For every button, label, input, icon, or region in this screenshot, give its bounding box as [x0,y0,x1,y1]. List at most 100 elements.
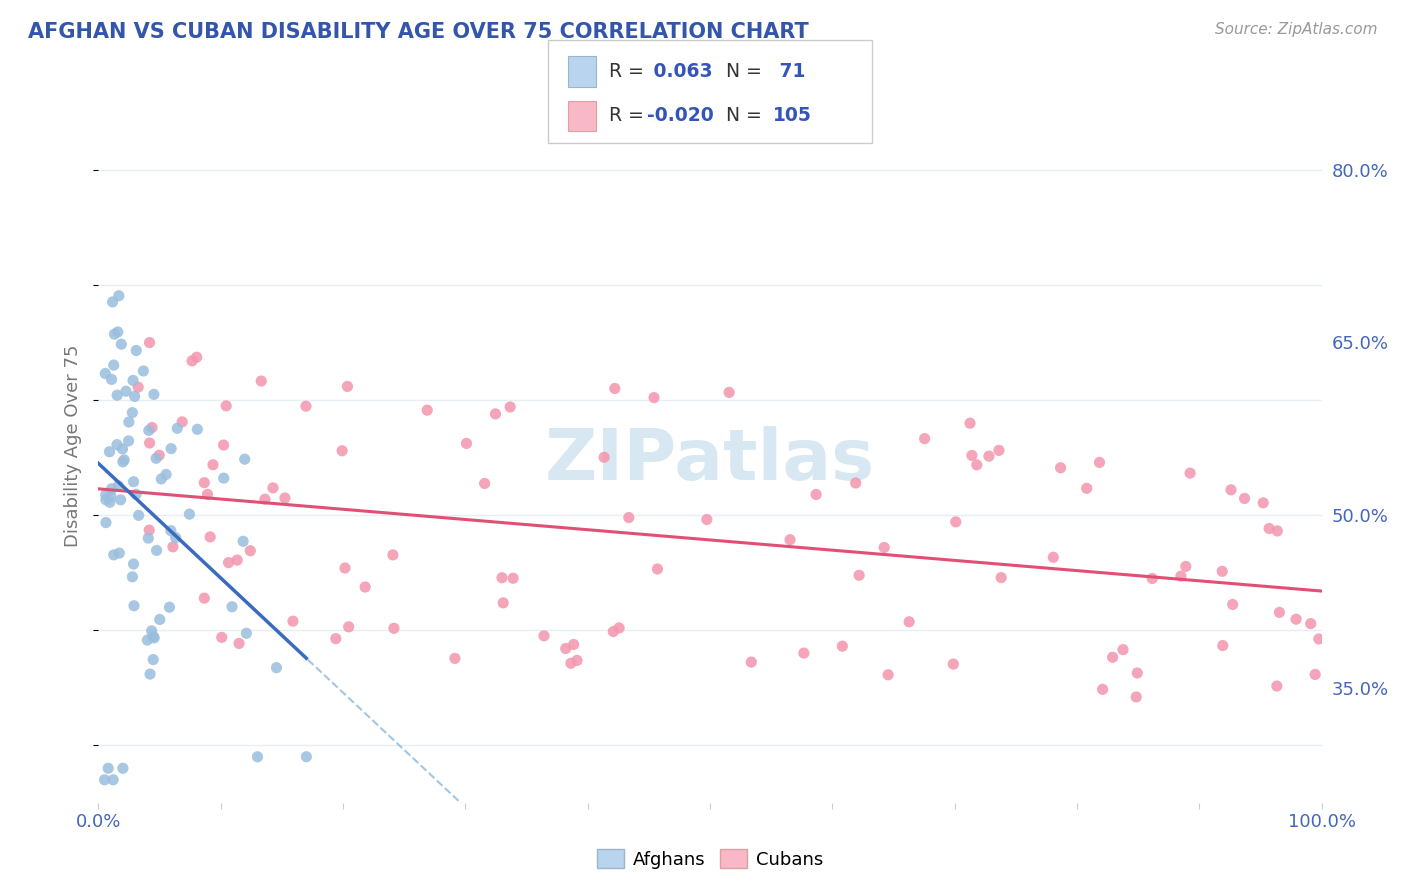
Point [197,487,219,501]
Point [1076,481,1098,495]
Point [94,488,117,502]
Point [142,630,165,644]
Point [103,548,125,562]
Point [136,531,159,545]
Point [211,631,233,645]
Point [141,624,163,638]
Point [212,438,235,452]
Point [1222,598,1244,612]
Point [960,449,983,463]
Point [143,631,166,645]
Point [593,450,616,465]
Point [103,358,125,372]
Point [492,596,515,610]
Point [499,400,522,414]
Point [110,337,132,351]
Point [1308,632,1330,646]
Point [108,546,131,560]
Text: 105: 105 [773,106,813,126]
Point [105,388,128,402]
Point [100,482,122,496]
Point [165,531,187,545]
Point [159,600,181,615]
Point [804,487,827,501]
Point [179,507,201,521]
Point [136,633,159,648]
Point [128,508,150,523]
Point [198,530,221,544]
Point [607,621,630,635]
Point [117,434,139,448]
Point [1142,572,1164,586]
Point [416,403,439,417]
Point [1042,550,1064,565]
Point [212,471,235,485]
Point [977,449,1000,463]
Point [1049,460,1071,475]
Point [138,523,160,537]
Point [101,772,124,787]
Point [1170,569,1192,583]
Point [602,624,624,639]
Point [1268,606,1291,620]
Point [111,442,134,456]
Point [643,391,665,405]
Point [226,553,249,567]
Point [138,424,160,438]
Point [1125,690,1147,704]
Point [115,384,138,399]
Point [848,568,870,582]
Point [148,448,170,462]
Point [873,541,896,555]
Point [97,761,120,775]
Point [101,294,124,309]
Point [337,620,360,634]
Point [132,364,155,378]
Point [160,524,183,538]
Point [221,599,243,614]
Point [250,374,273,388]
Point [100,372,122,386]
Point [110,492,132,507]
Point [877,667,900,681]
Point [108,289,131,303]
Point [94,492,117,507]
Point [193,591,215,606]
Point [1220,483,1243,497]
Point [444,651,467,665]
Text: N =: N = [714,62,768,81]
Point [93,772,115,787]
Point [239,543,262,558]
Point [1112,642,1135,657]
Point [141,420,163,434]
Point [94,367,117,381]
Point [491,571,513,585]
Point [111,761,134,775]
Point [502,571,524,585]
Point [382,621,405,635]
Point [262,481,284,495]
Point [560,657,582,671]
Point [898,615,921,629]
Point [603,382,626,396]
Point [456,436,478,450]
Point [122,557,145,571]
Point [274,491,297,505]
Point [122,599,145,613]
Y-axis label: Disability Age Over 75: Disability Age Over 75 [65,344,83,548]
Point [1299,616,1322,631]
Point [138,335,160,350]
Point [266,661,288,675]
Point [990,571,1012,585]
Point [562,637,585,651]
Point [122,475,145,489]
Text: R =: R = [609,62,650,81]
Point [1126,665,1149,680]
Text: Source: ZipAtlas.com: Source: ZipAtlas.com [1215,22,1378,37]
Point [235,626,257,640]
Point [565,653,588,667]
Point [107,325,129,339]
Point [105,437,128,451]
Point [142,652,165,666]
Point [122,373,145,387]
